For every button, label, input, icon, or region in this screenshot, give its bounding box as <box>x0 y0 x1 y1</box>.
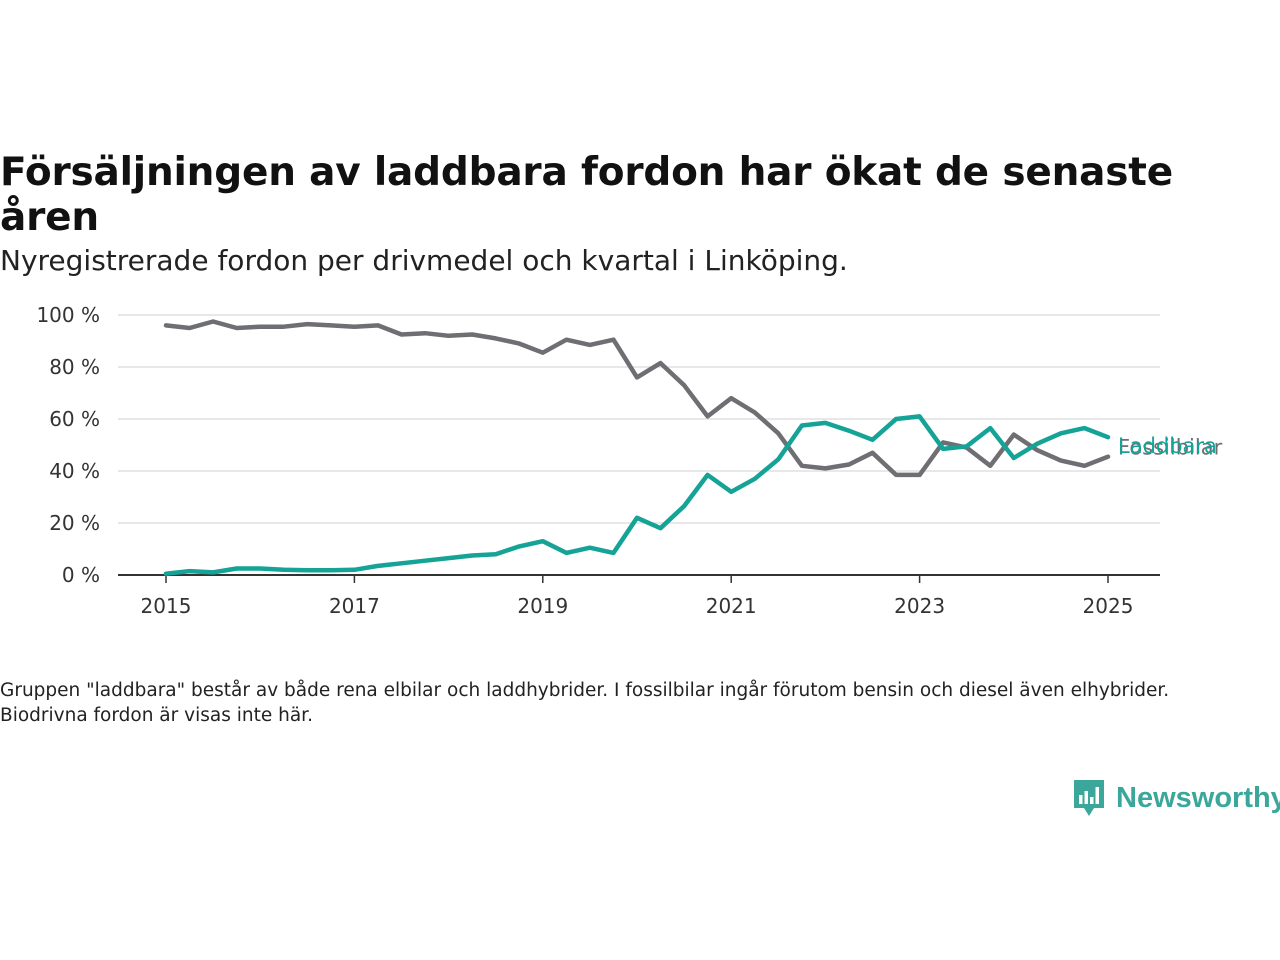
x-tick-label: 2021 <box>706 594 757 618</box>
line-chart: 0 % 20 % 40 % 60 % 80 % 100 % 2015 2017 2019 202… <box>36 303 1223 618</box>
series-label-fossilbilar: Fossilbilar <box>1118 436 1223 460</box>
x-tick-label: 2017 <box>329 594 380 618</box>
bar-chart-speech-bubble-icon <box>1074 780 1104 816</box>
y-tick-label: 40 % <box>49 459 100 483</box>
series-line-laddbara <box>163 414 1111 576</box>
x-axis-ticks: 2015 2017 2019 2021 2023 2025 <box>141 575 1134 618</box>
y-tick-label: 0 % <box>62 563 100 587</box>
chart-subtitle: Nyregistrerade fordon per drivmedel och … <box>0 244 848 277</box>
chart-title: Försäljningen av laddbara fordon har öka… <box>0 150 1173 240</box>
gridlines <box>118 314 1160 576</box>
series-label-laddbara: Laddbara <box>1118 434 1217 458</box>
x-tick-label: 2025 <box>1083 594 1134 618</box>
brand-name: Newsworthy <box>1116 781 1280 814</box>
series-lines <box>163 319 1111 576</box>
series-line-fossilbilar <box>163 319 1111 478</box>
y-tick-label: 80 % <box>49 355 100 379</box>
x-tick-label: 2019 <box>517 594 568 618</box>
footnote: Gruppen "laddbara" består av både rena e… <box>0 680 1170 726</box>
x-tick-label: 2015 <box>141 594 192 618</box>
brand-logo[interactable]: Newsworthy <box>1072 776 1280 820</box>
y-tick-label: 20 % <box>49 511 100 535</box>
y-axis-ticks: 0 % 20 % 40 % 60 % 80 % 100 % <box>36 303 100 587</box>
y-tick-label: 100 % <box>36 303 100 327</box>
x-tick-label: 2023 <box>894 594 945 618</box>
y-tick-label: 60 % <box>49 407 100 431</box>
